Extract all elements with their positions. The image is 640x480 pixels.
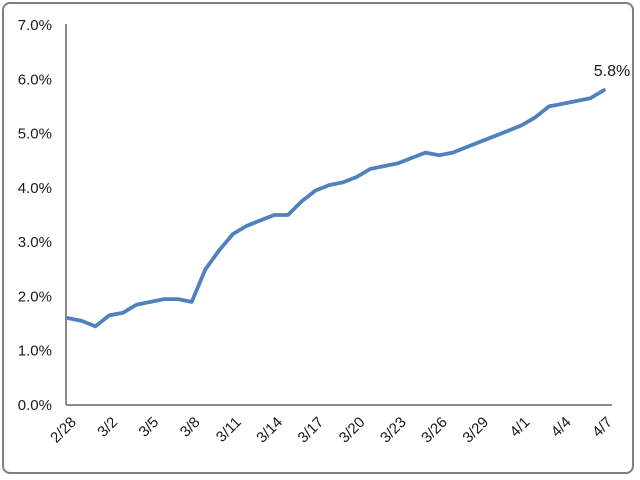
y-axis-tick-label: 7.0% (18, 17, 52, 34)
chart-frame (2, 2, 634, 474)
y-axis-tick-label: 3.0% (18, 234, 52, 251)
y-axis-tick-label: 5.0% (18, 126, 52, 143)
y-axis-tick-label: 4.0% (18, 180, 52, 197)
x-axis-tick-label: 3/14 (253, 414, 286, 447)
x-axis-tick-label: 4/7 (589, 414, 616, 441)
x-axis-tick-label: 4/4 (548, 414, 575, 441)
y-axis-tick-label: 0.0% (18, 397, 52, 414)
x-axis-tick-label: 3/20 (336, 414, 369, 447)
x-axis-tick-labels: 2/28 3/2 3/5 3/8 3/11 3/14 3/17 3/20 3/23 3/26 3/2… (47, 414, 616, 447)
x-axis-tick-label: 4/1 (507, 414, 534, 441)
y-axis-tick-label: 2.0% (18, 288, 52, 305)
y-axis-tick-labels: 7.0% 6.0% 5.0% 4.0% 3.0% 2.0% 1.0% 0.0% (18, 17, 52, 414)
x-axis-tick-label: 3/23 (377, 414, 410, 447)
series-group (66, 88, 606, 329)
x-axis-tick-label: 3/17 (295, 414, 328, 447)
y-axis-tick-label: 6.0% (18, 71, 52, 88)
x-axis-tick-label: 3/2 (94, 414, 121, 441)
x-axis-tick-label: 3/8 (177, 414, 204, 441)
x-axis-tick-label: 3/5 (136, 414, 163, 441)
y-axis-tick-label: 1.0% (18, 343, 52, 360)
x-axis-tick-label: 3/29 (459, 414, 492, 447)
x-axis-tick-label: 3/11 (213, 414, 245, 446)
data-labels: 5.8% (594, 63, 630, 80)
x-axis-tick-label: 2/28 (47, 414, 80, 447)
axes (65, 24, 612, 406)
last-point-data-label: 5.8% (594, 63, 630, 80)
x-axis-tick-label: 3/26 (418, 414, 451, 447)
series-line (66, 88, 606, 329)
